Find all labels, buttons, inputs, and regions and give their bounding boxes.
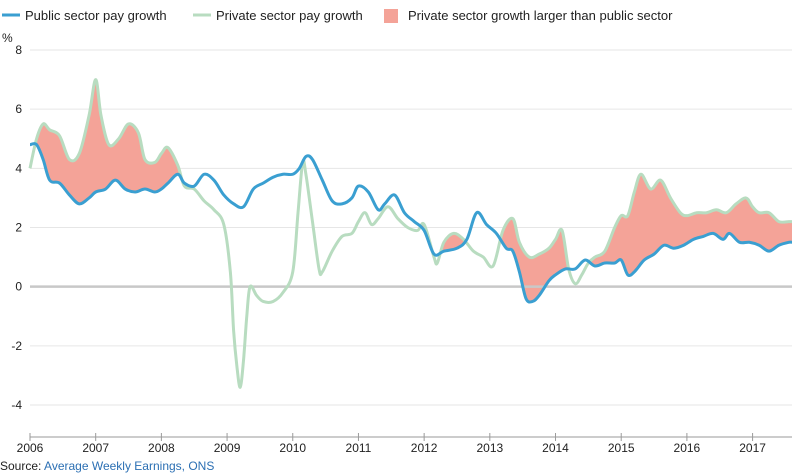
x-tick-label: 2014 bbox=[542, 441, 569, 455]
legend-label-public: Public sector pay growth bbox=[25, 8, 167, 23]
x-tick-label: 2016 bbox=[674, 441, 701, 455]
x-tick-label: 2007 bbox=[82, 441, 109, 455]
private-larger-area bbox=[30, 79, 792, 303]
y-tick-label: 2 bbox=[15, 221, 22, 235]
y-tick-label: -2 bbox=[11, 339, 22, 353]
series-line-private bbox=[28, 78, 792, 389]
y-axis-unit: % bbox=[2, 31, 13, 45]
x-tick-label: 2008 bbox=[148, 441, 175, 455]
x-tick-label: 2013 bbox=[476, 441, 503, 455]
x-tick-label: 2011 bbox=[346, 441, 372, 455]
x-tick-label: 2017 bbox=[739, 441, 766, 455]
x-tick-label: 2006 bbox=[17, 441, 44, 455]
x-tick-label: 2009 bbox=[214, 441, 241, 455]
y-tick-label: 0 bbox=[15, 280, 22, 294]
legend-label-private: Private sector pay growth bbox=[216, 8, 363, 23]
y-tick-labels: 8 6 4 2 0 -2 -4 bbox=[11, 43, 22, 412]
series-line-public bbox=[29, 142, 793, 304]
legend-label-area: Private sector growth larger than public… bbox=[408, 8, 673, 23]
source-prefix: Source: bbox=[0, 459, 45, 473]
x-tick-label: 2012 bbox=[411, 441, 438, 455]
y-tick-label: 6 bbox=[15, 102, 22, 116]
x-axis: 2006 2007 2008 2009 2010 2011 2012 2013 2014 2015… bbox=[17, 433, 766, 455]
x-tick-label: 2015 bbox=[608, 441, 635, 455]
source-note: Source: Average Weekly Earnings, ONS bbox=[0, 457, 214, 475]
y-tick-label: -4 bbox=[11, 398, 22, 412]
legend-swatch-area bbox=[384, 9, 398, 23]
x-tick-label: 2010 bbox=[279, 441, 306, 455]
source-link[interactable]: Average Weekly Earnings, ONS bbox=[44, 459, 215, 473]
y-tick-label: 4 bbox=[15, 161, 22, 175]
legend: Public sector pay growth Private sector … bbox=[2, 8, 673, 23]
y-tick-label: 8 bbox=[15, 43, 22, 57]
